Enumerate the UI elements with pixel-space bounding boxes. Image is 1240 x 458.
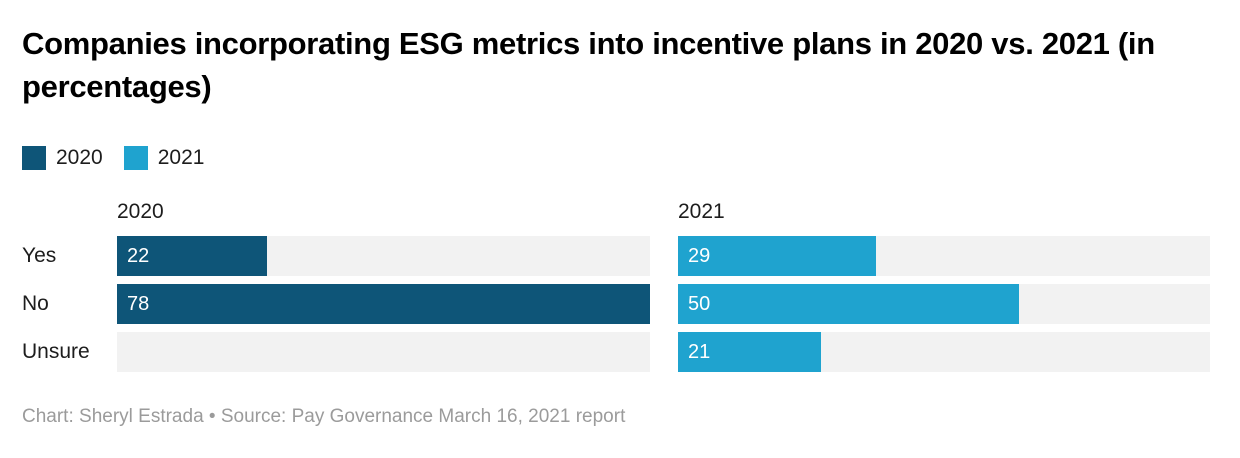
- row-label-unsure: Unsure: [22, 340, 90, 363]
- legend-swatch-2021: [123, 146, 148, 170]
- bar-value-2021-no: 50: [688, 292, 711, 315]
- bar-track-2020-no: 78: [117, 284, 650, 324]
- bar-track-2021-no: 50: [678, 284, 1210, 324]
- bar-2021-unsure: 21: [678, 332, 822, 372]
- bar-chart: 2020 2021 Yes 22 29 No 78: [22, 200, 1210, 380]
- column-header-2020: 2020: [117, 200, 164, 223]
- bar-2020-no: 78: [117, 284, 650, 324]
- chart-title: Companies incorporating ESG metrics into…: [22, 26, 1155, 104]
- bar-track-2020-yes: 22: [117, 236, 650, 276]
- bar-track-2020-unsure: [117, 332, 650, 372]
- chart-row-yes: Yes 22 29: [22, 236, 1210, 276]
- chart-attribution: Chart: Sheryl Estrada • Source: Pay Gove…: [22, 406, 626, 427]
- legend-item-2020: 2020: [22, 146, 103, 170]
- column-headers: 2020 2021: [22, 200, 1210, 223]
- bar-value-2021-yes: 29: [688, 244, 711, 267]
- bar-track-2021-yes: 29: [678, 236, 1210, 276]
- bar-2020-yes: 22: [117, 236, 268, 276]
- legend: 2020 2021: [22, 146, 204, 170]
- legend-label-2021: 2021: [157, 146, 205, 169]
- bar-2021-no: 50: [678, 284, 1020, 324]
- bar-value-2020-no: 78: [127, 292, 150, 315]
- legend-label-2020: 2020: [56, 146, 103, 169]
- bar-2021-yes: 29: [678, 236, 876, 276]
- legend-swatch-2020: [22, 146, 46, 170]
- chart-row-unsure: Unsure 21: [22, 332, 1210, 372]
- row-label-yes: Yes: [22, 244, 57, 267]
- bar-value-2020-yes: 22: [127, 244, 150, 267]
- chart-row-no: No 78 50: [22, 284, 1210, 324]
- bar-value-2021-unsure: 21: [688, 340, 711, 363]
- row-label-no: No: [22, 292, 49, 315]
- bar-track-2021-unsure: 21: [678, 332, 1210, 372]
- legend-item-2021: 2021: [123, 146, 205, 170]
- column-header-2021: 2021: [678, 200, 725, 223]
